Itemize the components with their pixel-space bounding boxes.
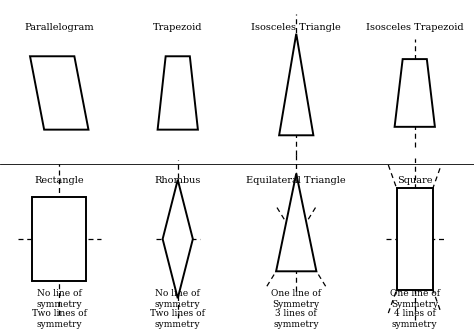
Text: One line of
Symmetry: One line of Symmetry: [271, 290, 321, 309]
Text: Rectangle: Rectangle: [35, 176, 84, 185]
Text: Rhombus: Rhombus: [155, 176, 201, 185]
Polygon shape: [32, 197, 86, 281]
Text: Two lines of
symmetry: Two lines of symmetry: [32, 309, 87, 329]
Polygon shape: [157, 56, 198, 129]
Polygon shape: [30, 56, 89, 129]
Text: Isosceles Trapezoid: Isosceles Trapezoid: [366, 23, 464, 32]
Text: No line of
symmetry: No line of symmetry: [155, 290, 201, 309]
Text: Square: Square: [397, 176, 432, 185]
Polygon shape: [394, 59, 435, 127]
Text: Parallelogram: Parallelogram: [25, 23, 94, 32]
Polygon shape: [163, 180, 193, 298]
Text: 4 lines of
symmetry: 4 lines of symmetry: [392, 309, 438, 329]
Text: Trapezoid: Trapezoid: [153, 23, 202, 32]
Polygon shape: [276, 174, 316, 271]
Polygon shape: [397, 188, 433, 290]
Text: Two lines of
symmetry: Two lines of symmetry: [150, 309, 205, 329]
Text: Isosceles Triangle: Isosceles Triangle: [251, 23, 341, 32]
Text: No line of
symmetry: No line of symmetry: [36, 290, 82, 309]
Text: One line of
Symmetry: One line of Symmetry: [390, 290, 440, 309]
Text: 3 lines of
symmetry: 3 lines of symmetry: [273, 309, 319, 329]
Text: Equilateral Triangle: Equilateral Triangle: [246, 176, 346, 185]
Polygon shape: [279, 34, 313, 135]
